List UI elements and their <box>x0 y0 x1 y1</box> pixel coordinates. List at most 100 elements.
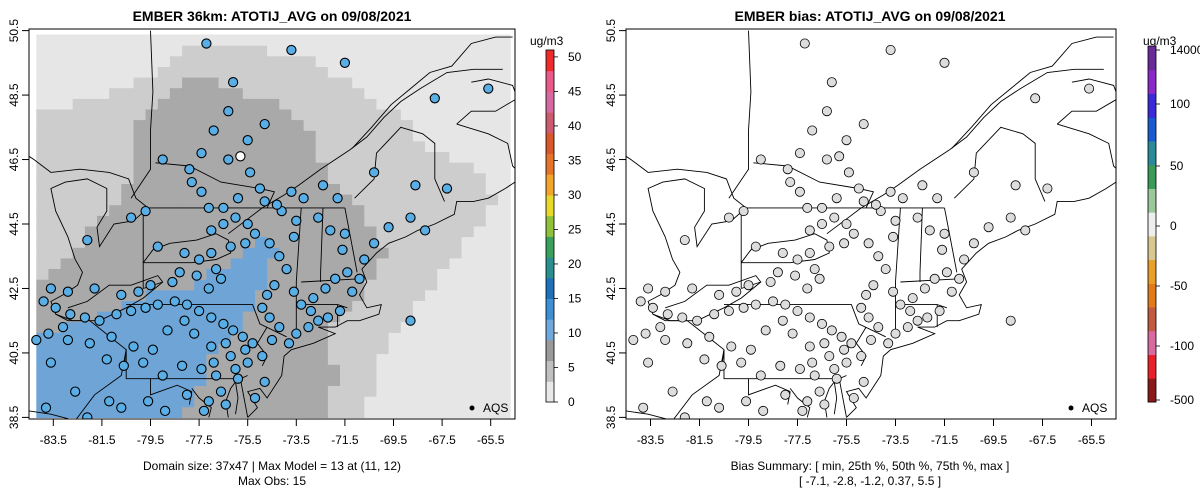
grid-cell <box>400 374 414 386</box>
grid-cell <box>182 77 195 89</box>
grid-cell <box>97 364 110 376</box>
grid-cell <box>461 140 475 152</box>
bias-site-point <box>677 312 688 323</box>
aqs-site-point <box>269 280 280 291</box>
bias-site-point <box>804 247 815 258</box>
grid-cell <box>121 225 134 238</box>
grid-cell <box>145 34 159 46</box>
grid-cell <box>352 279 365 291</box>
grid-cell <box>449 66 463 78</box>
grid-cell <box>352 34 365 46</box>
grid-cell <box>437 215 450 227</box>
grid-cell <box>303 66 317 78</box>
grid-cell <box>279 321 292 333</box>
grid-cell <box>72 247 86 259</box>
grid-cell <box>352 289 365 301</box>
aqs-site-point <box>249 392 261 404</box>
grid-cell <box>36 98 49 110</box>
grid-cell <box>218 406 232 418</box>
grid-cell <box>206 236 220 248</box>
grid-cell <box>194 194 207 206</box>
grid-cell <box>327 279 341 291</box>
grid-cell <box>315 77 329 89</box>
aqs-site-point <box>208 357 219 368</box>
grid-cell <box>72 236 86 248</box>
grid-cell <box>60 268 74 280</box>
grid-cell <box>425 225 438 238</box>
x-tick-label: -77.5 <box>784 433 812 447</box>
grid-cell <box>315 204 329 216</box>
colorbar-segment <box>546 215 554 237</box>
x-tick-label: -75.5 <box>234 433 262 447</box>
grid-cell <box>157 225 171 238</box>
grid-cell <box>461 406 475 418</box>
grid-cell <box>36 87 49 99</box>
grid-cell <box>182 140 195 152</box>
grid-cell <box>36 162 49 174</box>
grid-cell <box>84 172 98 184</box>
grid-cell <box>437 87 450 99</box>
grid-cell <box>412 66 426 78</box>
bias-site-point <box>824 241 835 252</box>
grid-cell <box>84 268 98 280</box>
grid-cell <box>182 55 195 67</box>
grid-cell <box>255 396 268 408</box>
grid-cell <box>485 289 499 301</box>
grid-cell <box>157 130 171 142</box>
grid-cell <box>84 108 98 121</box>
boundary-line <box>626 155 747 419</box>
grid-cell <box>376 87 390 99</box>
colorbar-segment <box>1148 283 1156 308</box>
y-tick-label: 38.5 <box>7 405 21 429</box>
x-tick-label: -67.5 <box>428 433 456 447</box>
bias-site-point <box>714 289 725 300</box>
grid-cell <box>206 279 220 291</box>
aqs-site-point <box>147 344 159 355</box>
aqs-site-point <box>106 331 117 342</box>
grid-cell <box>388 225 402 238</box>
grid-cell <box>437 247 450 259</box>
grid-cell <box>218 353 232 365</box>
grid-cell <box>255 98 268 110</box>
grid-cell <box>340 215 353 227</box>
grid-cell <box>425 162 438 174</box>
colorbar-segment <box>546 194 554 217</box>
grid-cell <box>425 374 438 386</box>
grid-cell <box>36 108 49 121</box>
grid-cell <box>169 364 183 376</box>
grid-cell <box>388 396 402 408</box>
grid-cell <box>157 300 171 312</box>
x-tick-label: -67.5 <box>1029 433 1057 447</box>
grid-cell <box>109 247 122 259</box>
grid-cell <box>36 332 49 344</box>
grid-cell <box>364 396 378 408</box>
grid-cell <box>315 194 329 206</box>
bias-site-point <box>880 264 891 275</box>
aqs-site-point <box>283 338 295 349</box>
bias-site-point <box>692 315 703 326</box>
aqs-site-point <box>266 334 278 346</box>
grid-cell <box>84 45 98 57</box>
grid-cell <box>109 66 122 78</box>
grid-cell <box>36 236 49 248</box>
aqs-site-point <box>125 305 137 317</box>
grid-cell <box>327 151 341 163</box>
grid-cell <box>230 353 244 365</box>
grid-cell <box>388 374 402 386</box>
bias-site-point <box>919 283 930 294</box>
grid-cell <box>364 353 378 365</box>
grid-cell <box>145 268 159 280</box>
grid-cell <box>449 45 463 57</box>
grid-cell <box>437 289 450 301</box>
grid-cell <box>425 77 438 89</box>
grid-cell <box>340 257 353 269</box>
grid-cell <box>400 225 414 238</box>
bias-site-point <box>902 322 913 333</box>
grid-cell <box>340 342 353 355</box>
grid-cell <box>485 342 499 355</box>
grid-cell <box>461 130 475 142</box>
grid-cell <box>206 257 220 269</box>
grid-cell <box>388 162 402 174</box>
grid-cell <box>157 55 171 67</box>
grid-cell <box>279 374 292 386</box>
